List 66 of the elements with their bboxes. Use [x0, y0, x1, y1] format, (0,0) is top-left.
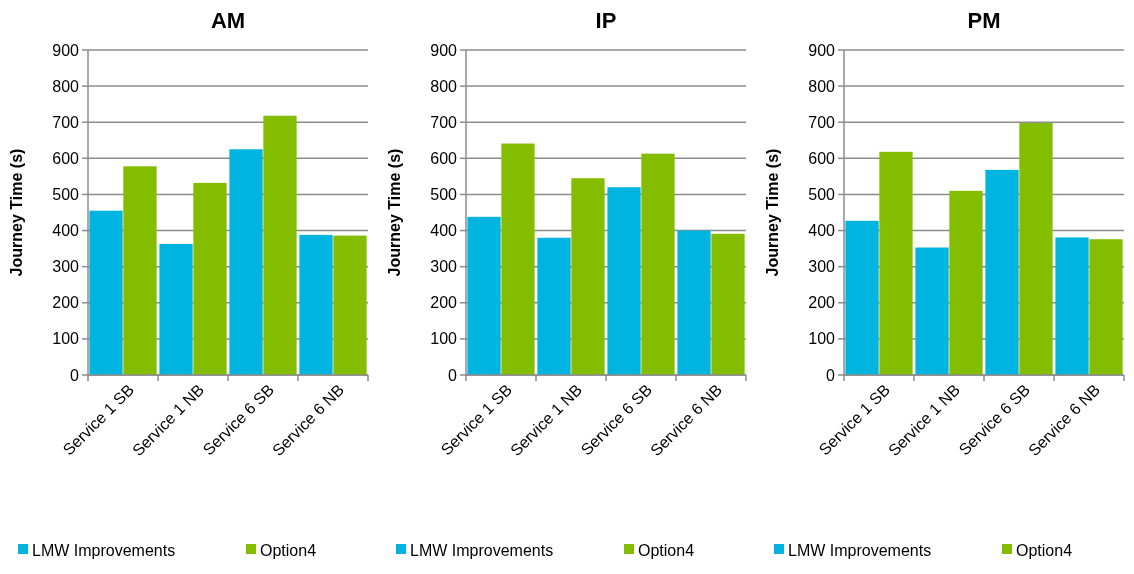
bar	[1019, 122, 1053, 375]
legend-label: Option4	[638, 541, 695, 559]
bar	[915, 247, 949, 375]
bar	[501, 143, 535, 375]
y-tick-label: 900	[430, 41, 458, 59]
y-tick-label: 400	[808, 222, 836, 240]
y-tick-label: 500	[430, 186, 458, 204]
bar	[159, 243, 193, 375]
y-axis-title: Journey Time (s)	[764, 148, 781, 277]
y-tick-label: 900	[808, 41, 836, 59]
legend-label: LMW Improvements	[788, 541, 932, 559]
y-tick-label: 600	[808, 149, 836, 167]
y-tick-label: 300	[52, 258, 80, 276]
y-tick-label: 400	[430, 222, 458, 240]
bar	[571, 178, 605, 375]
y-tick-label: 500	[52, 186, 80, 204]
y-tick-label: 300	[808, 258, 836, 276]
y-tick-label: 100	[52, 330, 80, 348]
y-tick-label: 0	[448, 366, 458, 384]
bar	[229, 149, 263, 375]
bar	[263, 115, 297, 375]
bar	[641, 153, 675, 375]
bar	[467, 216, 501, 375]
legend-label: LMW Improvements	[410, 541, 554, 559]
bar	[1055, 237, 1089, 375]
y-tick-label: 300	[430, 258, 458, 276]
bar	[949, 190, 983, 375]
y-tick-label: 800	[808, 77, 836, 95]
bar	[333, 235, 367, 375]
legend-label: LMW Improvements	[32, 541, 176, 559]
bar	[193, 182, 227, 375]
bar	[537, 237, 571, 375]
y-tick-label: 600	[52, 149, 80, 167]
y-tick-label: 200	[52, 294, 80, 312]
chart-title: AM	[210, 8, 246, 33]
y-tick-label: 700	[430, 113, 458, 131]
y-axis-title: Journey Time (s)	[386, 148, 403, 277]
bar	[607, 187, 641, 375]
y-tick-label: 400	[52, 222, 80, 240]
bar	[677, 230, 711, 375]
bar	[1089, 239, 1123, 375]
bar	[711, 233, 745, 375]
bar	[299, 234, 333, 375]
chart-title: IP	[595, 8, 617, 33]
legend-label: Option4	[1016, 541, 1073, 559]
y-tick-label: 800	[52, 77, 80, 95]
y-tick-label: 200	[808, 294, 836, 312]
bar	[845, 220, 879, 375]
y-tick-label: 0	[70, 366, 80, 384]
y-tick-label: 700	[808, 113, 836, 131]
chart-title: PM	[967, 8, 1001, 33]
y-tick-label: 900	[52, 41, 80, 59]
y-tick-label: 100	[430, 330, 458, 348]
y-tick-label: 500	[808, 186, 836, 204]
bar	[985, 169, 1019, 375]
bar	[89, 210, 123, 375]
y-tick-label: 800	[430, 77, 458, 95]
y-tick-label: 600	[430, 149, 458, 167]
legend-label: Option4	[260, 541, 317, 559]
y-tick-label: 0	[826, 366, 836, 384]
y-tick-label: 200	[430, 294, 458, 312]
bar	[879, 151, 913, 375]
y-axis-title: Journey Time (s)	[8, 148, 25, 277]
bar	[123, 166, 157, 375]
y-tick-label: 700	[52, 113, 80, 131]
y-tick-label: 100	[808, 330, 836, 348]
